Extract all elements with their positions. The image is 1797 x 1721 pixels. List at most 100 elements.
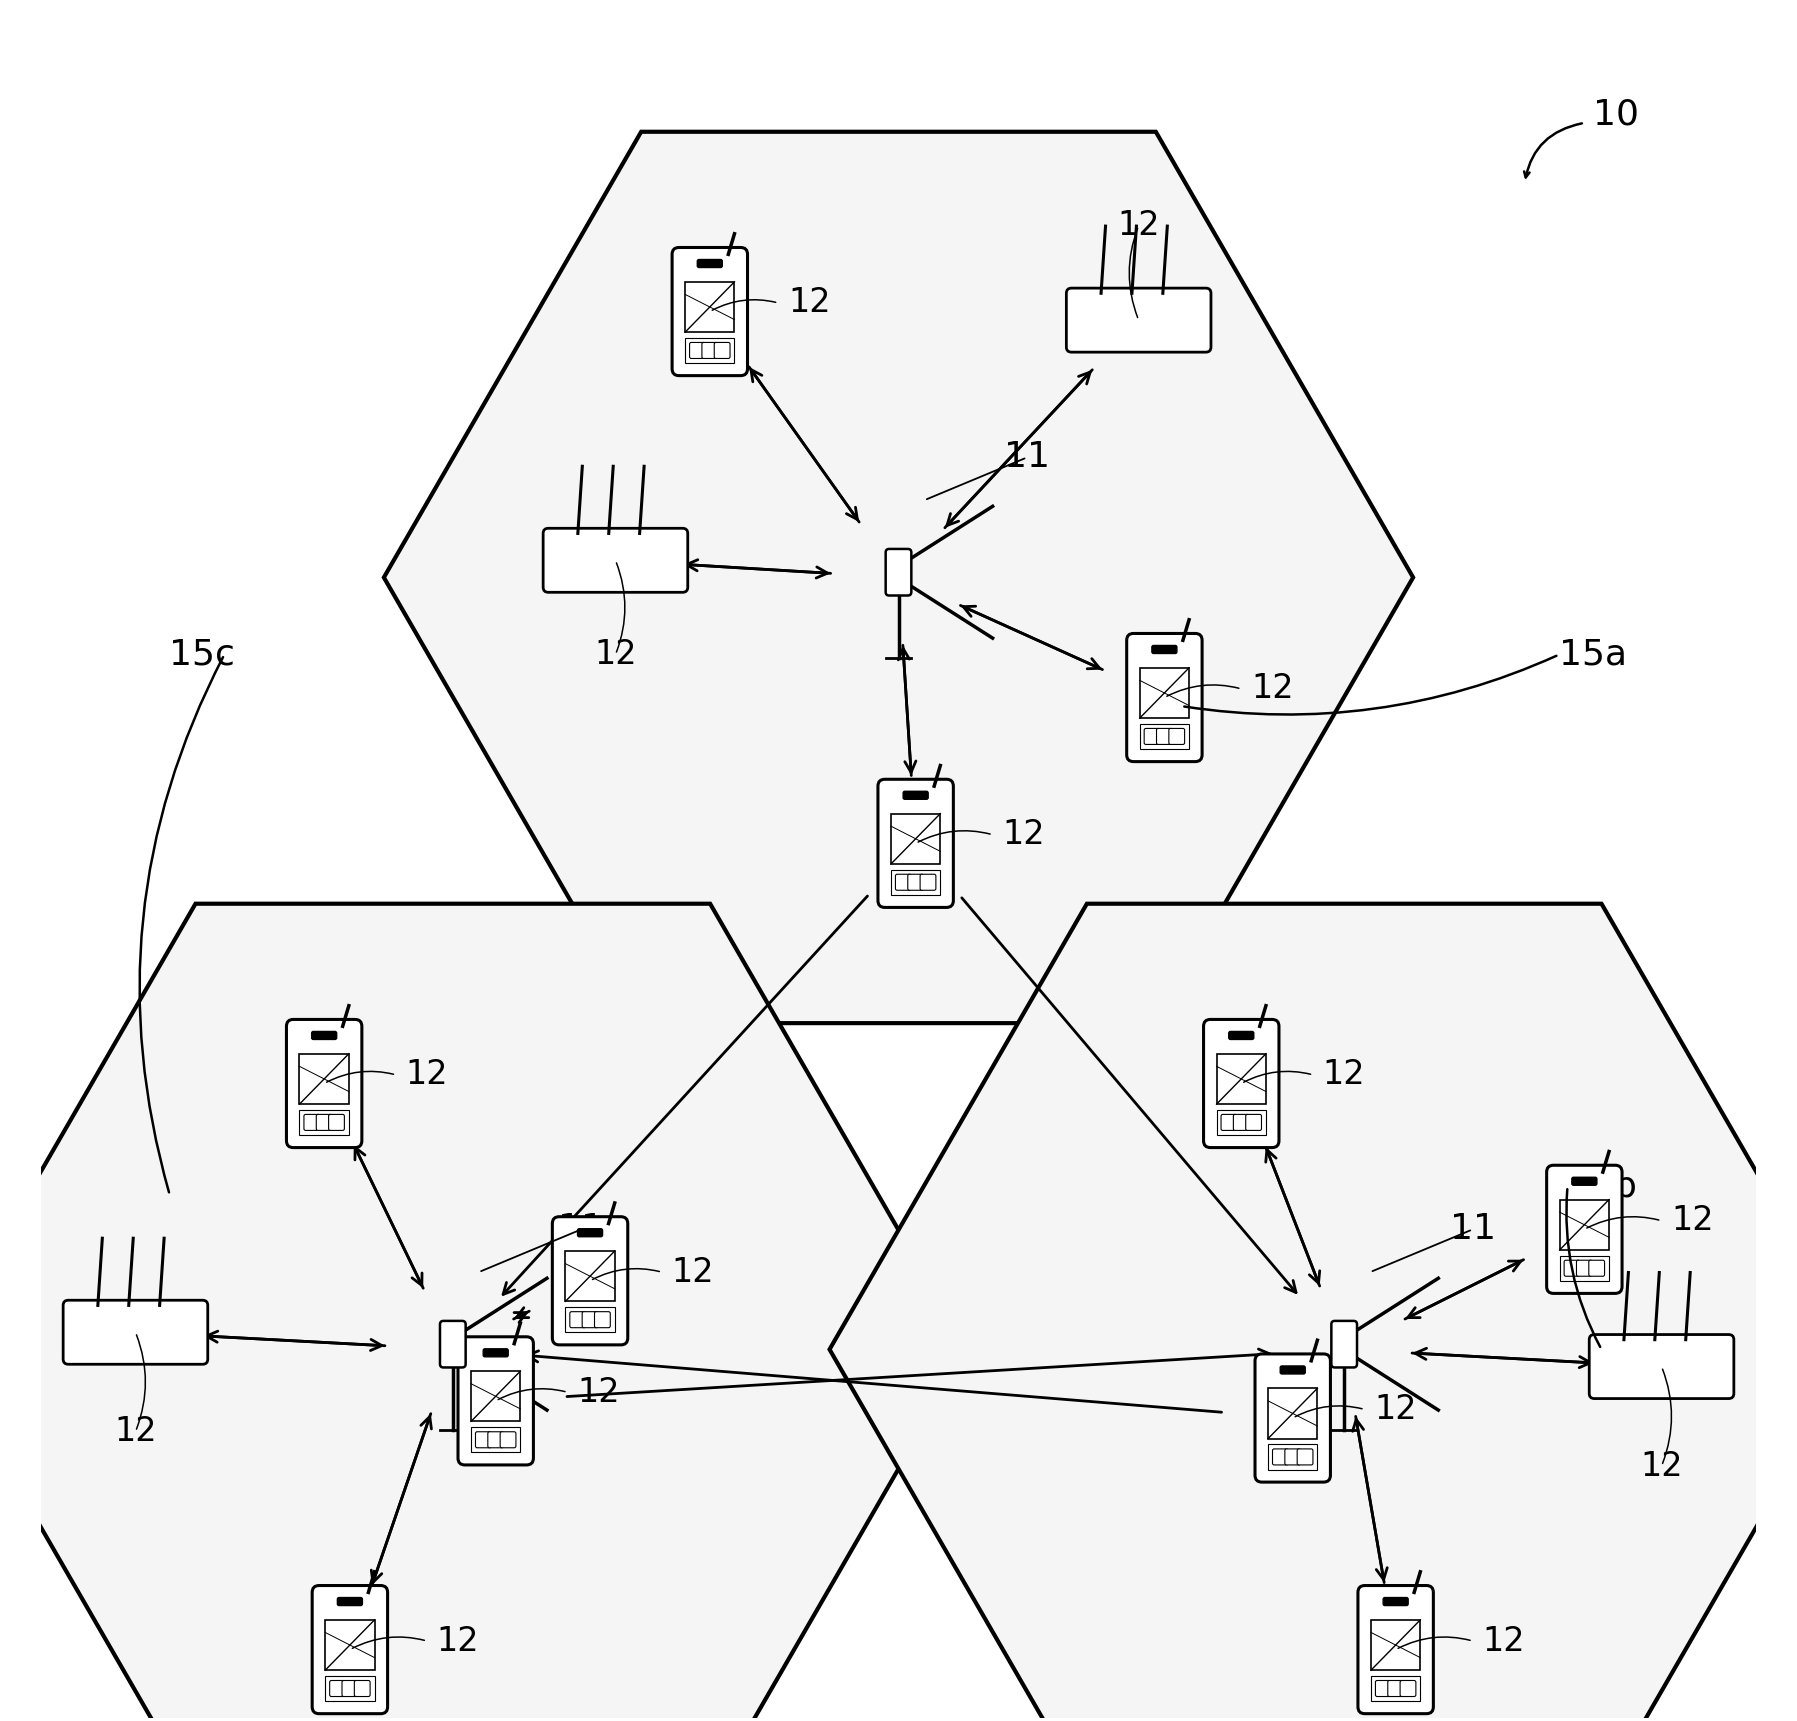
- FancyBboxPatch shape: [1245, 1115, 1261, 1131]
- FancyBboxPatch shape: [570, 1311, 586, 1327]
- FancyBboxPatch shape: [325, 1619, 374, 1669]
- FancyBboxPatch shape: [341, 1680, 358, 1697]
- FancyBboxPatch shape: [329, 1115, 345, 1131]
- FancyBboxPatch shape: [1400, 1680, 1416, 1697]
- FancyBboxPatch shape: [1371, 1676, 1420, 1700]
- FancyBboxPatch shape: [1152, 645, 1177, 654]
- FancyBboxPatch shape: [471, 1427, 521, 1453]
- FancyBboxPatch shape: [891, 814, 940, 864]
- FancyBboxPatch shape: [311, 1031, 336, 1039]
- FancyBboxPatch shape: [1139, 725, 1190, 749]
- FancyBboxPatch shape: [1384, 1597, 1409, 1606]
- FancyBboxPatch shape: [1572, 1177, 1598, 1186]
- FancyBboxPatch shape: [1157, 728, 1172, 745]
- FancyBboxPatch shape: [500, 1432, 516, 1447]
- FancyBboxPatch shape: [879, 780, 954, 907]
- FancyBboxPatch shape: [1279, 1366, 1305, 1373]
- Text: 12: 12: [1251, 673, 1294, 706]
- FancyBboxPatch shape: [1560, 1200, 1608, 1249]
- FancyBboxPatch shape: [891, 869, 940, 895]
- FancyBboxPatch shape: [1576, 1260, 1592, 1277]
- FancyBboxPatch shape: [690, 342, 706, 358]
- Text: 12: 12: [577, 1375, 620, 1409]
- FancyBboxPatch shape: [476, 1432, 491, 1447]
- FancyBboxPatch shape: [697, 260, 722, 267]
- FancyBboxPatch shape: [471, 1372, 521, 1422]
- Text: 15a: 15a: [1560, 638, 1626, 671]
- FancyBboxPatch shape: [1371, 1619, 1420, 1669]
- Text: 12: 12: [1483, 1625, 1526, 1657]
- FancyBboxPatch shape: [1139, 668, 1190, 718]
- FancyBboxPatch shape: [300, 1110, 349, 1134]
- FancyBboxPatch shape: [907, 874, 924, 890]
- FancyBboxPatch shape: [440, 1322, 465, 1368]
- FancyBboxPatch shape: [1547, 1165, 1623, 1294]
- FancyBboxPatch shape: [920, 874, 936, 890]
- FancyBboxPatch shape: [1168, 728, 1184, 745]
- FancyBboxPatch shape: [63, 1301, 208, 1365]
- Text: 12: 12: [595, 638, 636, 671]
- Text: 12: 12: [787, 286, 830, 320]
- FancyBboxPatch shape: [1589, 1260, 1605, 1277]
- FancyBboxPatch shape: [487, 1432, 503, 1447]
- FancyBboxPatch shape: [329, 1680, 345, 1697]
- FancyBboxPatch shape: [1220, 1115, 1236, 1131]
- Text: 12: 12: [1118, 210, 1161, 243]
- Text: 12: 12: [1003, 817, 1046, 852]
- FancyBboxPatch shape: [713, 342, 730, 358]
- FancyBboxPatch shape: [685, 337, 735, 363]
- FancyBboxPatch shape: [1217, 1110, 1265, 1134]
- FancyBboxPatch shape: [1217, 1053, 1265, 1105]
- FancyBboxPatch shape: [354, 1680, 370, 1697]
- FancyBboxPatch shape: [1589, 1334, 1734, 1399]
- Polygon shape: [0, 904, 967, 1721]
- Text: 12: 12: [437, 1625, 480, 1657]
- FancyBboxPatch shape: [1204, 1019, 1279, 1148]
- Text: 11: 11: [1450, 1212, 1495, 1246]
- FancyBboxPatch shape: [1269, 1444, 1317, 1470]
- FancyBboxPatch shape: [1127, 633, 1202, 762]
- FancyBboxPatch shape: [566, 1251, 615, 1301]
- FancyBboxPatch shape: [483, 1349, 509, 1356]
- Text: 10: 10: [1594, 98, 1639, 131]
- Text: 11: 11: [1005, 441, 1049, 475]
- FancyBboxPatch shape: [1332, 1322, 1357, 1368]
- FancyBboxPatch shape: [1229, 1031, 1254, 1039]
- FancyBboxPatch shape: [1560, 1256, 1608, 1280]
- FancyBboxPatch shape: [1269, 1389, 1317, 1439]
- FancyBboxPatch shape: [325, 1676, 374, 1700]
- FancyBboxPatch shape: [338, 1597, 363, 1606]
- Text: 12: 12: [115, 1415, 156, 1449]
- FancyBboxPatch shape: [313, 1585, 388, 1714]
- FancyBboxPatch shape: [672, 248, 748, 375]
- FancyBboxPatch shape: [577, 1229, 602, 1237]
- Text: 11: 11: [559, 1212, 604, 1246]
- Text: 12: 12: [1641, 1449, 1682, 1482]
- FancyBboxPatch shape: [1254, 1354, 1330, 1482]
- FancyBboxPatch shape: [685, 282, 735, 332]
- Text: 12: 12: [672, 1256, 713, 1289]
- FancyBboxPatch shape: [1375, 1680, 1391, 1697]
- Text: 12: 12: [406, 1058, 449, 1091]
- Polygon shape: [385, 133, 1412, 1024]
- FancyBboxPatch shape: [1359, 1585, 1434, 1714]
- FancyBboxPatch shape: [1297, 1449, 1314, 1465]
- FancyBboxPatch shape: [595, 1311, 611, 1327]
- FancyBboxPatch shape: [1387, 1680, 1403, 1697]
- FancyBboxPatch shape: [304, 1115, 320, 1131]
- Polygon shape: [830, 904, 1797, 1721]
- FancyBboxPatch shape: [316, 1115, 332, 1131]
- FancyBboxPatch shape: [286, 1019, 361, 1148]
- FancyBboxPatch shape: [1145, 728, 1159, 745]
- FancyBboxPatch shape: [566, 1308, 615, 1332]
- FancyBboxPatch shape: [904, 792, 929, 799]
- FancyBboxPatch shape: [886, 549, 911, 595]
- FancyBboxPatch shape: [582, 1311, 598, 1327]
- FancyBboxPatch shape: [458, 1337, 534, 1465]
- Text: 12: 12: [1323, 1058, 1366, 1091]
- FancyBboxPatch shape: [552, 1217, 627, 1344]
- FancyBboxPatch shape: [1066, 287, 1211, 353]
- Text: 12: 12: [1671, 1205, 1714, 1237]
- FancyBboxPatch shape: [1272, 1449, 1288, 1465]
- FancyBboxPatch shape: [895, 874, 911, 890]
